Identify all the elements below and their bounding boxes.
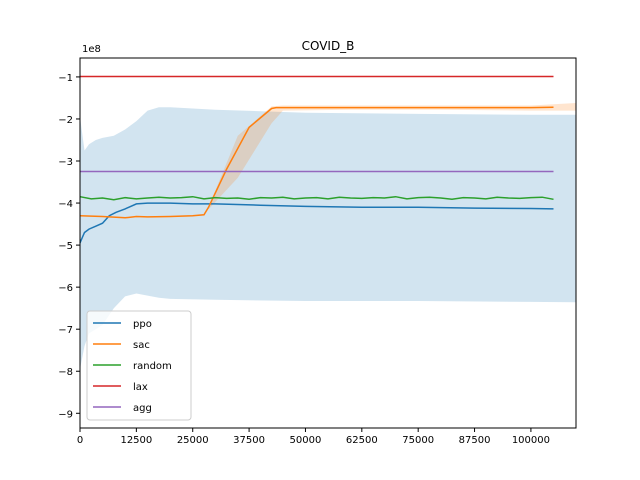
band-ppo: [80, 107, 576, 370]
y-tick-label: −2: [58, 115, 73, 126]
y-axis: −1 −2 −3 −4 −5 −6 −7 −8 −9: [58, 73, 80, 420]
y-tick-label: −3: [58, 157, 73, 168]
legend-box: [86, 310, 192, 421]
y-tick-label: −8: [58, 367, 73, 378]
x-tick-label: 25000: [177, 435, 209, 446]
confidence-bands: [80, 103, 576, 370]
x-tick-label: 0: [77, 435, 83, 446]
x-tick-label: 62500: [346, 435, 378, 446]
line-ppo: [79, 202, 554, 244]
line-random: [79, 195, 554, 201]
line-sac: [79, 106, 554, 219]
legend-label-agg: agg: [133, 403, 152, 414]
legend-label-random: random: [133, 361, 172, 372]
y-tick-label: −4: [58, 199, 73, 210]
legend-label-sac: sac: [133, 340, 150, 351]
chart-title: COVID_B: [302, 39, 355, 53]
x-tick-label: 75000: [402, 435, 434, 446]
x-tick-label: 100000: [512, 435, 550, 446]
y-tick-label: −1: [58, 73, 73, 84]
y-tick-label: −7: [58, 325, 73, 336]
plot-frame: [79, 57, 577, 429]
x-axis: 0 12500 25000 37500 50000 62500 75000 87500 1000…: [77, 428, 550, 446]
y-tick-label: −5: [58, 241, 73, 252]
legend-label-ppo: ppo: [133, 319, 152, 330]
x-tick-label: 50000: [290, 435, 322, 446]
x-tick-label: 87500: [459, 435, 491, 446]
y-tick-label: −9: [58, 409, 73, 420]
x-tick-label: 37500: [233, 435, 265, 446]
y-offset-label: 1e8: [82, 44, 101, 55]
legend-label-lax: lax: [133, 382, 148, 393]
series-lines: [79, 75, 554, 244]
x-tick-label: 12500: [120, 435, 152, 446]
legend: ppo sac random lax agg: [86, 310, 192, 421]
y-tick-label: −6: [58, 283, 73, 294]
